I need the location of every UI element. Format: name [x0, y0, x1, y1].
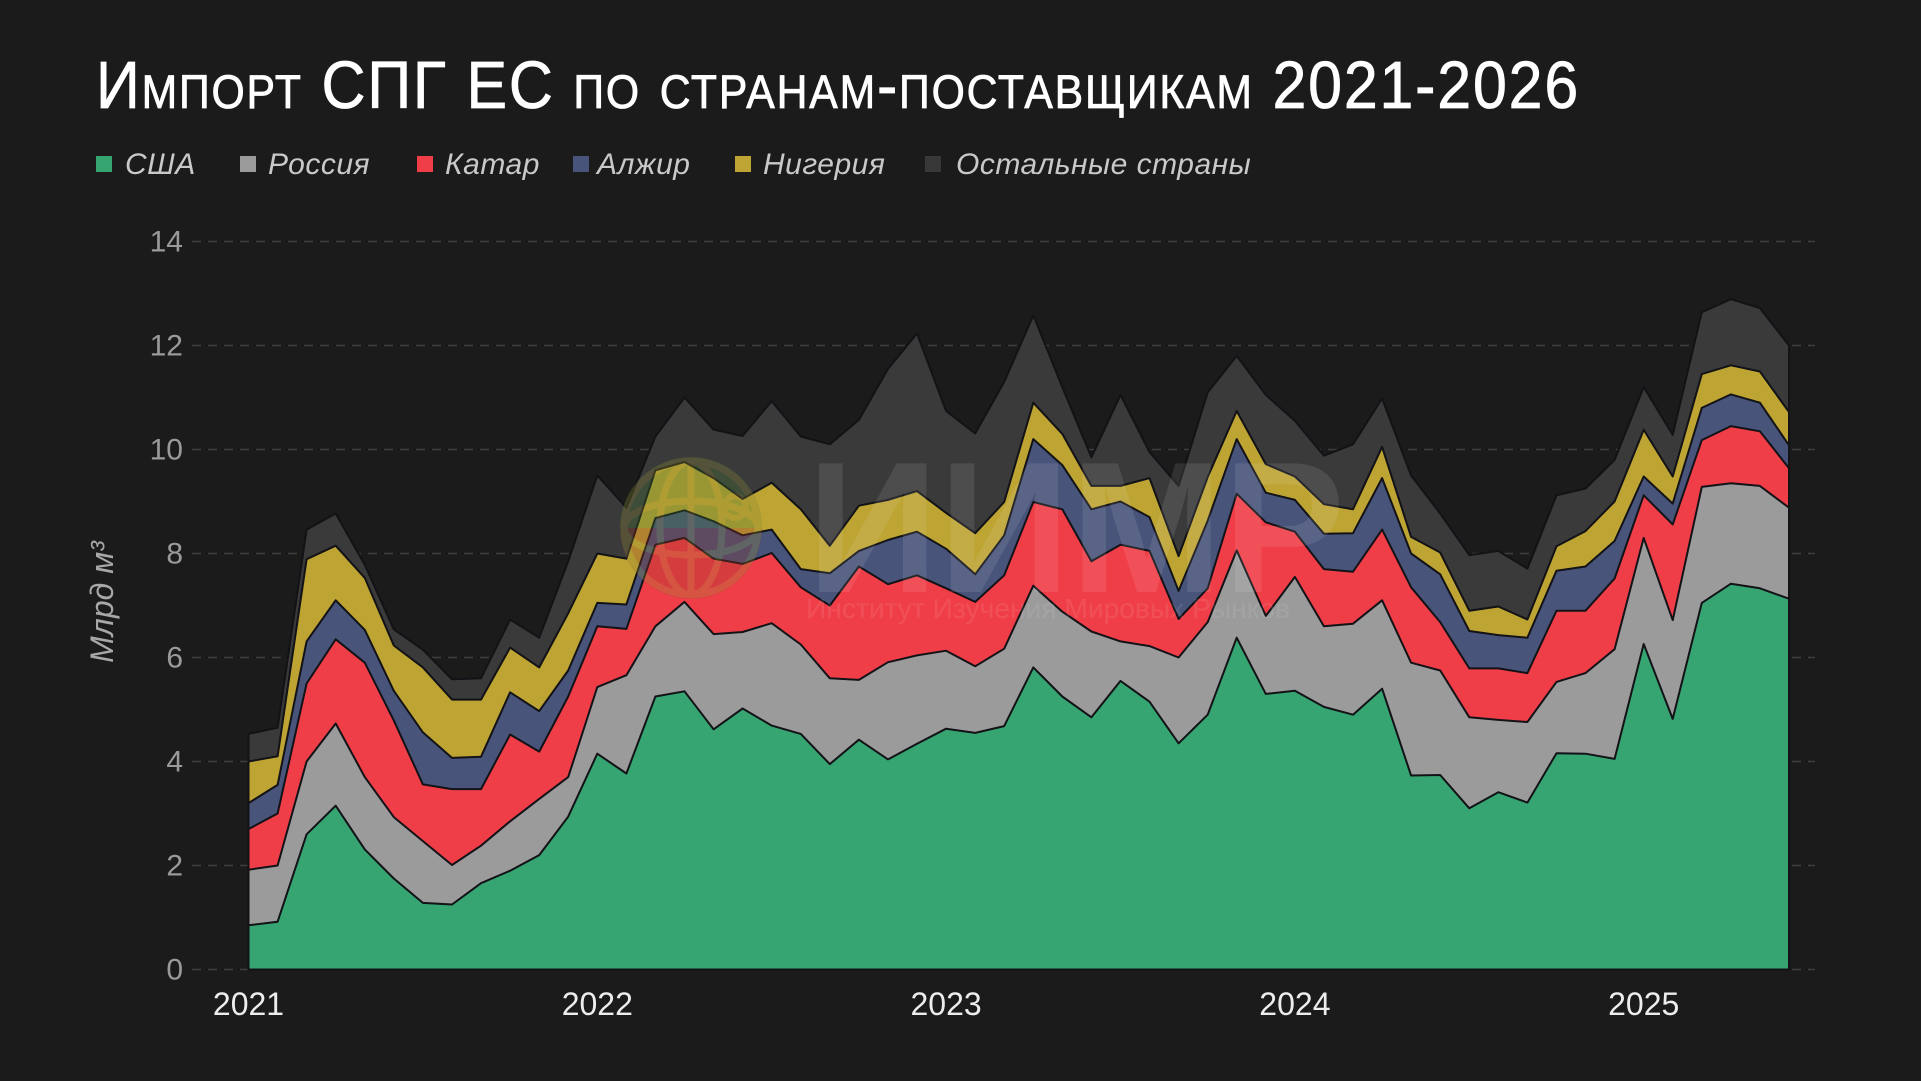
svg-text:2024: 2024 — [1259, 986, 1330, 1022]
svg-text:2: 2 — [166, 850, 183, 883]
svg-text:Алжир: Алжир — [595, 148, 690, 181]
svg-text:Институт Изучения Мировых Рынк: Институт Изучения Мировых Рынков — [806, 593, 1290, 624]
svg-text:Остальные страны: Остальные страны — [956, 148, 1251, 181]
svg-text:Катар: Катар — [445, 148, 540, 181]
svg-text:4: 4 — [166, 746, 183, 779]
svg-text:0: 0 — [166, 954, 183, 987]
svg-text:ИИМР: ИИМР — [807, 423, 1345, 632]
svg-text:2025: 2025 — [1608, 986, 1679, 1022]
svg-text:8: 8 — [166, 538, 183, 571]
svg-text:2021: 2021 — [213, 986, 284, 1022]
svg-text:Млрд м³: Млрд м³ — [84, 540, 120, 663]
svg-text:6: 6 — [166, 642, 183, 675]
svg-text:2023: 2023 — [911, 986, 982, 1022]
svg-text:10: 10 — [150, 434, 183, 467]
svg-text:12: 12 — [150, 330, 183, 363]
svg-text:Россия: Россия — [268, 148, 370, 181]
svg-text:14: 14 — [150, 226, 183, 259]
svg-text:США: США — [125, 148, 196, 181]
svg-text:Нигерия: Нигерия — [763, 148, 885, 181]
svg-text:2022: 2022 — [562, 986, 633, 1022]
svg-text:Импорт СПГ ЕС по странам-поста: Импорт СПГ ЕС по странам-поставщикам 202… — [96, 48, 1580, 123]
